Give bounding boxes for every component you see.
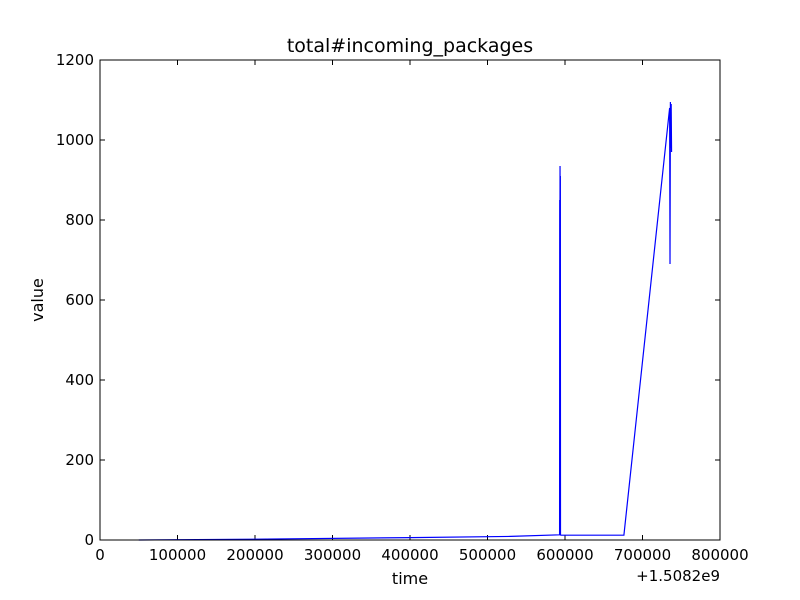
ticks-layer: 0 100000 200000 300000 400000 500000 600000 700… <box>56 51 749 564</box>
x-tick-label: 200000 <box>226 546 283 564</box>
x-tick-label: 500000 <box>459 546 516 564</box>
x-tick-label: 800000 <box>691 546 748 564</box>
y-tick-label: 400 <box>65 371 94 389</box>
series-layer <box>138 101 673 541</box>
y-tick-label: 600 <box>65 291 94 309</box>
x-axis-label: time <box>392 569 428 588</box>
y-tick-label: 200 <box>65 451 94 469</box>
x-axis-offset-label: +1.5082e9 <box>636 567 720 585</box>
y-tick-label: 0 <box>84 531 94 549</box>
series-line <box>138 101 673 541</box>
plot-frame <box>99 59 721 541</box>
x-tick-label: 600000 <box>536 546 593 564</box>
y-tick-label: 1000 <box>56 131 94 149</box>
x-tick-label: 700000 <box>614 546 671 564</box>
y-tick-label: 1200 <box>56 51 94 69</box>
y-axis-label: value <box>28 278 47 322</box>
x-tick-label: 100000 <box>149 546 206 564</box>
x-tick-label: 0 <box>95 546 105 564</box>
chart-title: total#incoming_packages <box>287 35 533 57</box>
x-tick-label: 400000 <box>381 546 438 564</box>
x-tick-label: 300000 <box>304 546 361 564</box>
y-tick-label: 800 <box>65 211 94 229</box>
